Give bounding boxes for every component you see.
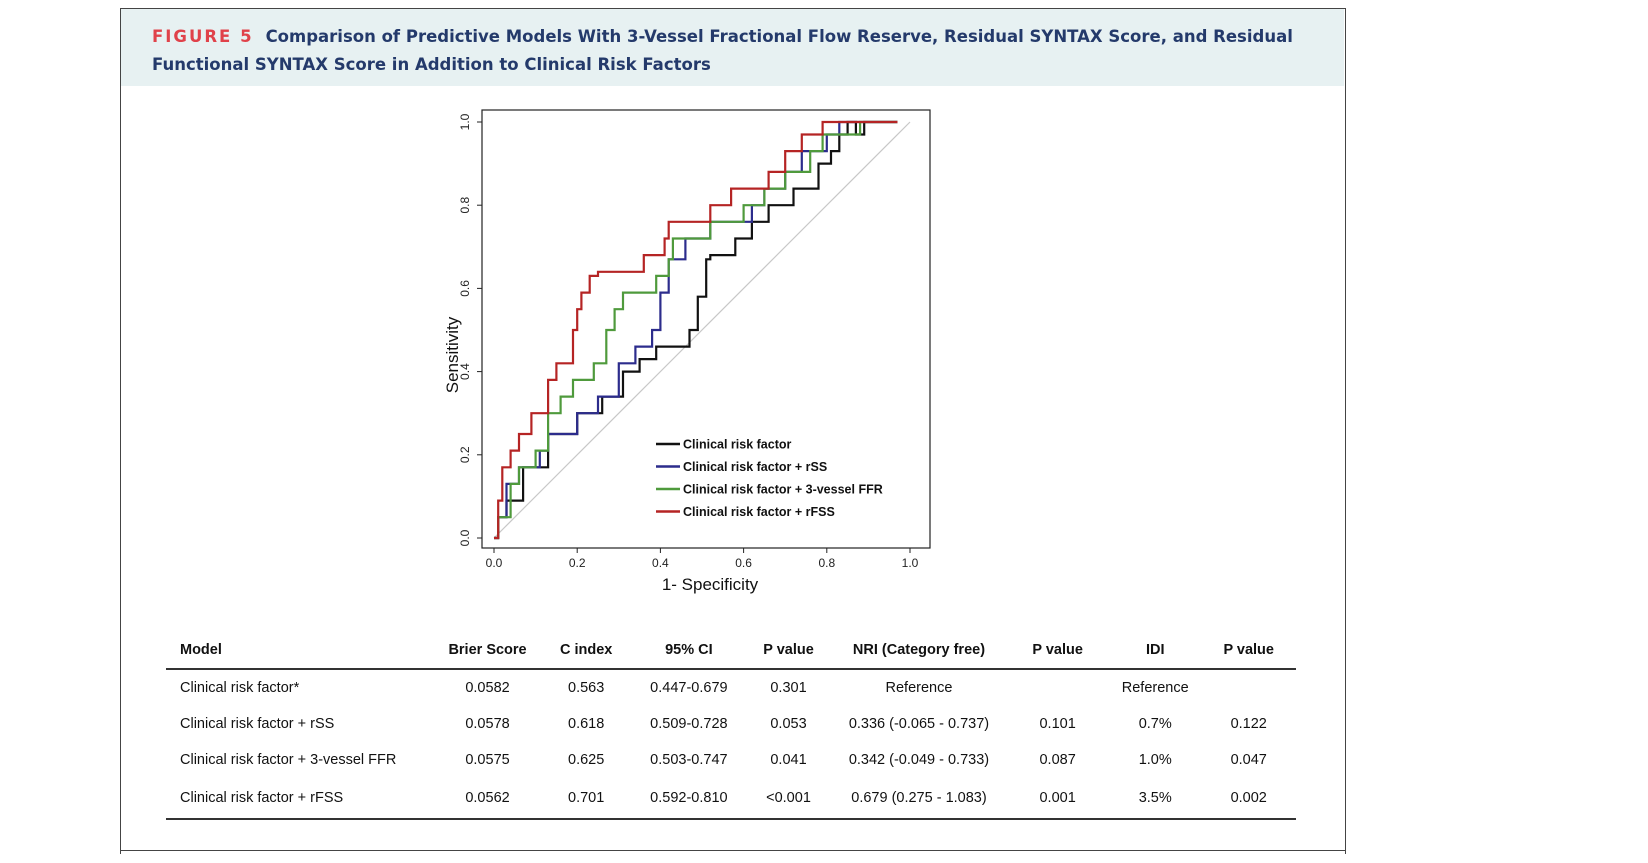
- header-brier: Brier Score: [435, 632, 540, 670]
- table-row: Clinical risk factor + 3-vessel FFR 0.05…: [166, 742, 1296, 778]
- y-tick-label: 0.4: [458, 363, 472, 380]
- figure-label: FIGURE 5: [152, 27, 254, 46]
- table-header-row: Model Brier Score C index 95% CI P value…: [166, 632, 1296, 670]
- roc-chart: 0.0 0.2 0.4 0.6 0.8 1.0 0.0 0.2 0.4 0.6 0.8 1.0 1-…: [443, 109, 931, 594]
- series-line-1: [494, 120, 898, 540]
- figure-frame: [120, 8, 1346, 854]
- x-tick-label: 0.4: [652, 556, 669, 570]
- header-model: Model: [166, 632, 436, 670]
- header-pvalue-3: P value: [1201, 632, 1296, 670]
- results-table: Model Brier Score C index 95% CI P value…: [166, 632, 1296, 820]
- table-cell: 0.679 (0.275 - 1.083): [831, 778, 1007, 820]
- y-tick-label: 0.8: [458, 197, 472, 214]
- y-axis-title: Sensitivity: [443, 316, 462, 393]
- table-cell: 0.509-0.728: [650, 716, 728, 732]
- table-cell: 0.041: [770, 752, 807, 768]
- reference-diagonal: [493, 121, 911, 539]
- y-tick-label: 0.6: [458, 280, 472, 297]
- series-line-3: [494, 120, 898, 540]
- header-pvalue-2: P value: [1006, 632, 1109, 670]
- header-idi: IDI: [1109, 632, 1202, 670]
- table-cell: 0.0575: [465, 752, 510, 768]
- table-row: Clinical risk factor* 0.0582 0.563 0.447…: [166, 669, 1296, 706]
- table-cell: 0.0582: [465, 680, 510, 696]
- table-cell: 0.7%: [1138, 716, 1172, 732]
- table-cell: 3.5%: [1109, 778, 1202, 820]
- legend: Clinical risk factor Clinical risk factor…: [656, 438, 883, 519]
- table-cell: 0.592-0.810: [632, 778, 746, 820]
- table-row: Clinical risk factor + rSS 0.0578 0.618 …: [166, 706, 1296, 742]
- header-nri: NRI (Category free): [831, 632, 1007, 670]
- table-cell: 0.563: [568, 680, 605, 696]
- x-tick-label: 0.6: [735, 556, 752, 570]
- legend-label-4: Clinical risk factor + rFSS: [683, 505, 835, 519]
- series-layer: [494, 120, 898, 540]
- figure-bottom-rule: [120, 850, 1346, 851]
- table-row: Clinical risk factor + rFSS 0.0562 0.701…: [166, 778, 1296, 820]
- reference-line-layer: [493, 121, 911, 539]
- plot-frame: [481, 109, 931, 549]
- y-tick-label: 1.0: [458, 113, 472, 130]
- table-cell: 0.0578: [465, 716, 510, 732]
- table-cell: Clinical risk factor*: [180, 680, 300, 696]
- y-tick-label: 0.0: [458, 529, 472, 546]
- header-ci: 95% CI: [632, 632, 746, 670]
- table-cell: 0.301: [770, 680, 807, 696]
- figure-title-block: FIGURE 5 Comparison of Predictive Models …: [152, 23, 1302, 79]
- table-cell: 0.701: [539, 778, 633, 820]
- table-cell: 0.053: [770, 716, 807, 732]
- table-cell: Reference: [885, 680, 953, 696]
- table-cell: 0.122: [1230, 716, 1267, 732]
- header-cindex: C index: [539, 632, 633, 670]
- table-cell: Reference: [1121, 680, 1189, 696]
- x-tick-label: 0.2: [569, 556, 586, 570]
- table-cell: 1.0%: [1138, 752, 1172, 768]
- legend-label-2: Clinical risk factor + rSS: [683, 460, 827, 474]
- y-tick-label: 0.2: [458, 446, 472, 463]
- table-cell: 0.087: [1039, 752, 1076, 768]
- table-cell: 0.0562: [435, 778, 540, 820]
- table-cell: 0.503-0.747: [650, 752, 728, 768]
- x-axis: 0.0 0.2 0.4 0.6 0.8 1.0: [486, 548, 919, 570]
- table-cell: 0.447-0.679: [650, 680, 728, 696]
- table-cell: 0.001: [1006, 778, 1109, 820]
- x-tick-label: 0.8: [818, 556, 835, 570]
- series-line-4: [494, 120, 898, 540]
- table-cell: [1201, 669, 1296, 706]
- table-cell: 0.618: [568, 716, 605, 732]
- table-cell: 0.336 (-0.065 - 0.737): [848, 716, 990, 732]
- figure-header: [121, 9, 1344, 86]
- y-axis: 0.0 0.2 0.4 0.6 0.8 1.0: [458, 113, 482, 546]
- table-cell: 0.047: [1230, 752, 1267, 768]
- table-cell: Clinical risk factor + 3-vessel FFR: [180, 752, 397, 768]
- table-cell: Clinical risk factor + rSS: [180, 716, 335, 732]
- table-cell: Clinical risk factor + rFSS: [166, 778, 436, 820]
- table-cell: 0.101: [1039, 716, 1076, 732]
- table-cell: <0.001: [745, 778, 832, 820]
- table-cell: 0.342 (-0.049 - 0.733): [848, 752, 990, 768]
- header-pvalue-1: P value: [745, 632, 832, 670]
- legend-label-1: Clinical risk factor: [683, 438, 792, 452]
- legend-label-3: Clinical risk factor + 3-vessel FFR: [683, 483, 883, 497]
- table-cell: 0.002: [1201, 778, 1296, 820]
- x-tick-label: 0.0: [486, 556, 503, 570]
- table-cell: 0.625: [568, 752, 605, 768]
- x-tick-label: 1.0: [902, 556, 919, 570]
- table-cell: [1006, 669, 1109, 706]
- x-axis-title: 1- Specificity: [662, 575, 759, 594]
- figure-title: Comparison of Predictive Models With 3-V…: [152, 27, 1293, 74]
